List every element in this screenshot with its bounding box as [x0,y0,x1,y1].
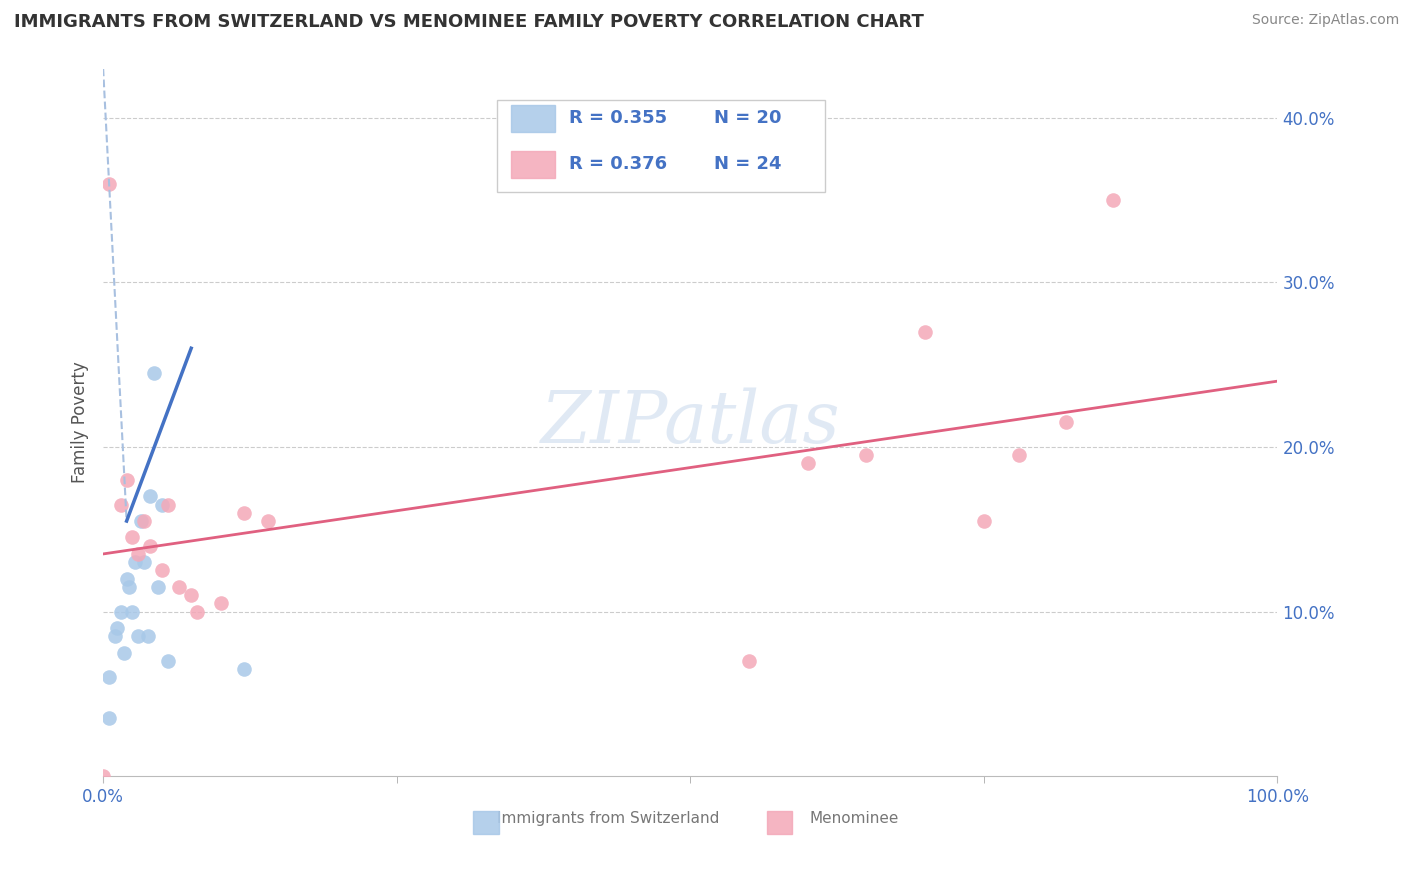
Point [110,605,132,619]
Point [129,514,152,528]
Point [139,489,162,503]
Point [973,514,995,528]
Point [91,769,114,783]
Text: R = 0.355: R = 0.355 [569,109,668,127]
Point [169,580,191,594]
Point [156,654,179,668]
Point [914,325,936,339]
Bar [766,812,793,834]
Point [105,621,128,635]
Point [127,547,149,561]
Point [118,580,141,594]
Point [156,498,179,512]
Point [1102,193,1125,207]
Point [127,629,149,643]
Point [256,514,278,528]
Text: N = 20: N = 20 [714,109,782,127]
Text: IMMIGRANTS FROM SWITZERLAND VS MENOMINEE FAMILY POVERTY CORRELATION CHART: IMMIGRANTS FROM SWITZERLAND VS MENOMINEE… [14,13,924,31]
Point [124,555,146,569]
Text: Immigrants from Switzerland: Immigrants from Switzerland [496,811,720,826]
Point [115,473,138,487]
Point [180,588,202,602]
Text: N = 24: N = 24 [714,155,782,173]
Point [110,498,132,512]
Point [209,596,232,610]
Text: ZIPatlas: ZIPatlas [540,387,839,458]
Point [134,555,156,569]
Point [233,662,256,676]
Text: Menominee: Menominee [810,811,900,826]
Point [796,457,818,471]
FancyBboxPatch shape [496,101,825,193]
Bar [510,105,555,132]
Point [136,629,159,643]
Point [115,572,138,586]
Point [121,605,143,619]
Bar [472,812,499,834]
Bar [510,152,555,178]
Point [98,670,121,684]
Point [98,711,121,725]
Point [134,514,156,528]
Point [148,580,170,594]
Point [855,448,877,462]
Point [150,498,173,512]
Point [150,563,173,577]
Y-axis label: Family Poverty: Family Poverty [72,361,89,483]
Point [1054,415,1077,429]
Point [142,366,165,380]
Point [139,539,162,553]
Point [112,646,135,660]
Text: Source: ZipAtlas.com: Source: ZipAtlas.com [1251,13,1399,28]
Point [104,629,127,643]
Point [233,506,256,520]
Point [98,177,121,191]
Point [738,654,761,668]
Point [186,605,208,619]
Point [1008,448,1031,462]
Point [121,531,143,545]
Text: R = 0.376: R = 0.376 [569,155,668,173]
